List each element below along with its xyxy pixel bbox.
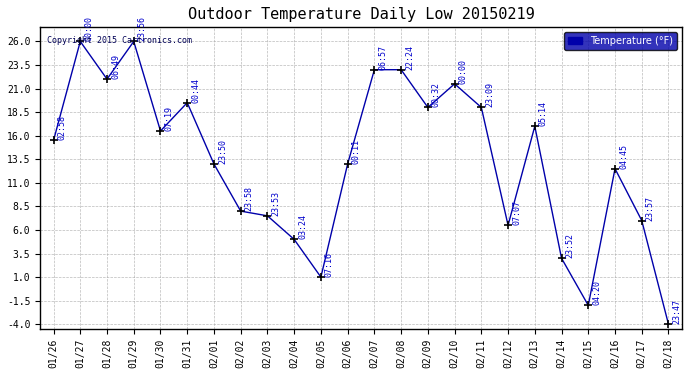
Text: 22:24: 22:24 bbox=[405, 45, 414, 70]
Text: 23:50: 23:50 bbox=[218, 139, 227, 164]
Text: 05:14: 05:14 bbox=[539, 101, 548, 126]
Text: Copyright 2015 Cartronics.com: Copyright 2015 Cartronics.com bbox=[47, 36, 192, 45]
Text: 06:57: 06:57 bbox=[378, 45, 387, 70]
Text: 07:19: 07:19 bbox=[164, 106, 173, 131]
Text: 23:56: 23:56 bbox=[138, 16, 147, 41]
Title: Outdoor Temperature Daily Low 20150219: Outdoor Temperature Daily Low 20150219 bbox=[188, 7, 534, 22]
Text: 23:57: 23:57 bbox=[646, 195, 655, 220]
Text: 04:45: 04:45 bbox=[619, 144, 628, 169]
Text: 02:58: 02:58 bbox=[57, 116, 66, 140]
Text: 06:49: 06:49 bbox=[111, 54, 120, 79]
Text: 23:09: 23:09 bbox=[485, 82, 494, 107]
Text: 07:07: 07:07 bbox=[512, 200, 521, 225]
Text: 23:47: 23:47 bbox=[673, 299, 682, 324]
Text: 00:11: 00:11 bbox=[352, 139, 361, 164]
Text: 23:52: 23:52 bbox=[566, 233, 575, 258]
Text: 00:00: 00:00 bbox=[459, 59, 468, 84]
Text: 00:32: 00:32 bbox=[432, 82, 441, 107]
Text: 03:24: 03:24 bbox=[298, 214, 307, 239]
Text: 07:16: 07:16 bbox=[325, 252, 334, 277]
Text: 23:58: 23:58 bbox=[245, 186, 254, 211]
Text: 00:00: 00:00 bbox=[84, 16, 93, 41]
Legend: Temperature (°F): Temperature (°F) bbox=[564, 32, 677, 50]
Text: 04:20: 04:20 bbox=[592, 280, 601, 305]
Text: 00:44: 00:44 bbox=[191, 78, 200, 103]
Text: 23:53: 23:53 bbox=[271, 191, 280, 216]
